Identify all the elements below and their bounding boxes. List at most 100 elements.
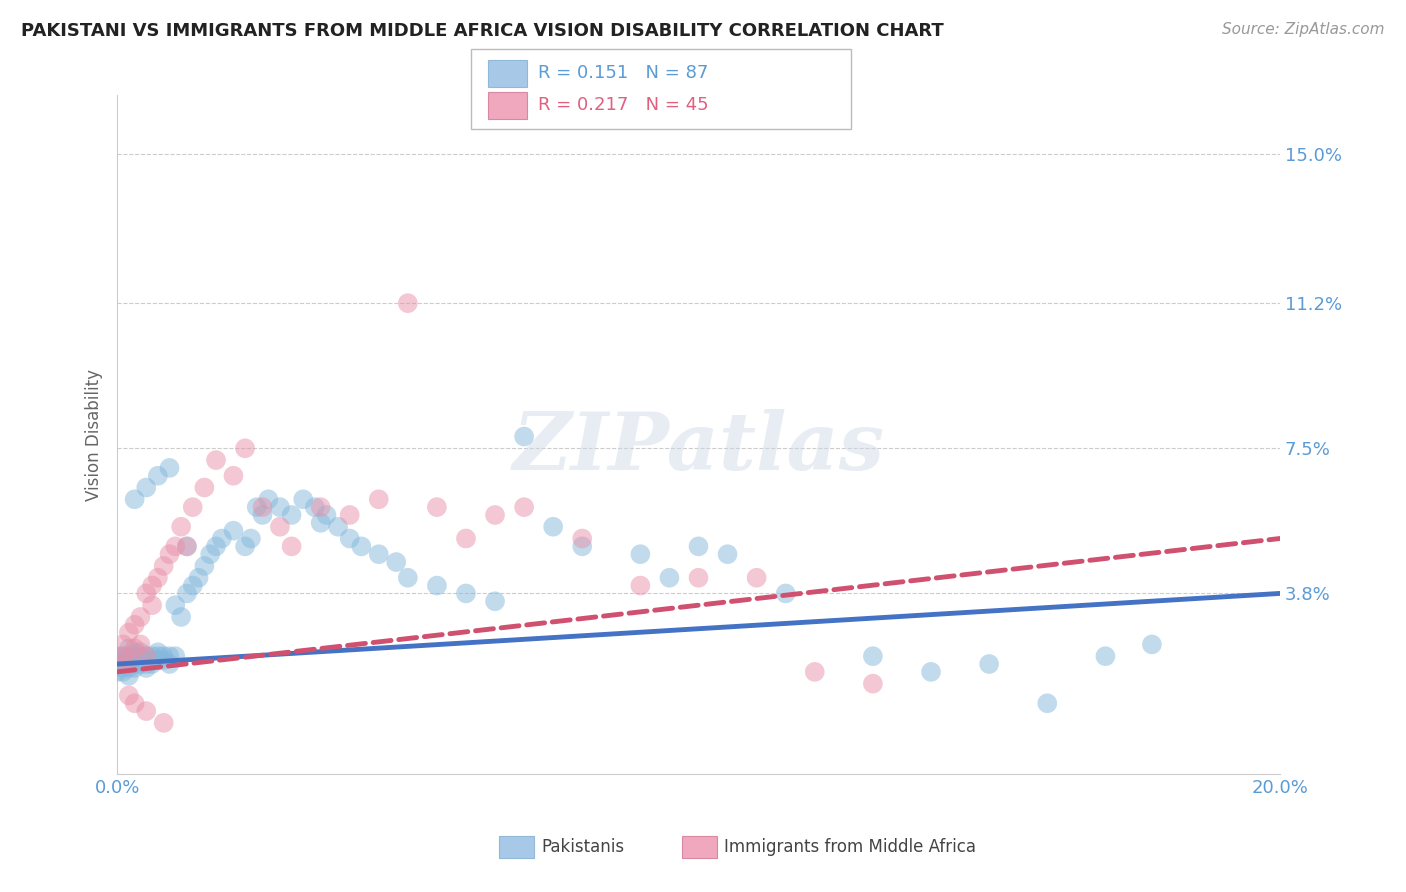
Point (124, 657, 146, 671)
Point (124, 617, 146, 632)
Point (176, 540, 198, 554)
Point (135, 649, 157, 664)
Point (775, 586, 797, 600)
Point (280, 540, 302, 554)
Point (252, 508, 274, 522)
Point (326, 520, 349, 534)
Text: Pakistanis: Pakistanis (541, 838, 624, 856)
Point (350, 540, 373, 554)
Point (129, 649, 152, 664)
Point (181, 578, 204, 592)
Point (135, 704, 157, 718)
Point (339, 508, 361, 522)
Point (170, 610, 193, 624)
Point (105, 665, 128, 679)
Point (280, 508, 302, 522)
Point (118, 641, 141, 656)
Point (135, 661, 157, 675)
Point (159, 461, 181, 475)
Point (105, 657, 128, 671)
Point (367, 492, 389, 507)
Point (124, 653, 146, 667)
Text: ZIPatlas: ZIPatlas (512, 409, 884, 487)
Point (541, 520, 564, 534)
Point (484, 508, 506, 522)
Point (252, 500, 274, 515)
Point (129, 637, 152, 651)
Point (979, 657, 1001, 671)
Point (118, 657, 141, 671)
Point (193, 481, 215, 495)
Point (745, 571, 768, 585)
Point (239, 532, 262, 546)
Point (152, 649, 174, 664)
Point (124, 661, 146, 675)
Point (628, 578, 651, 592)
Point (176, 586, 198, 600)
Text: Source: ZipAtlas.com: Source: ZipAtlas.com (1222, 22, 1385, 37)
Text: PAKISTANI VS IMMIGRANTS FROM MIDDLE AFRICA VISION DISABILITY CORRELATION CHART: PAKISTANI VS IMMIGRANTS FROM MIDDLE AFRI… (21, 22, 943, 40)
Point (454, 532, 477, 546)
Point (159, 657, 181, 671)
Point (135, 586, 157, 600)
Point (862, 676, 884, 690)
Point (269, 500, 291, 515)
Point (124, 645, 146, 659)
Point (159, 547, 181, 561)
Point (304, 500, 326, 515)
Point (111, 649, 134, 664)
Text: Immigrants from Middle Africa: Immigrants from Middle Africa (724, 838, 976, 856)
Point (367, 547, 389, 561)
Point (309, 516, 332, 530)
Point (124, 696, 146, 710)
Point (165, 598, 187, 612)
Point (222, 468, 245, 483)
Point (170, 520, 193, 534)
Point (513, 500, 536, 515)
Point (176, 540, 198, 554)
Point (111, 665, 134, 679)
Point (269, 520, 291, 534)
Point (124, 492, 146, 507)
Point (146, 645, 169, 659)
Point (165, 649, 187, 664)
Point (315, 508, 337, 522)
Point (118, 653, 141, 667)
Point (111, 657, 134, 671)
Point (152, 653, 174, 667)
Point (426, 500, 449, 515)
Point (118, 689, 141, 703)
Point (1094, 649, 1116, 664)
Point (426, 578, 449, 592)
Point (688, 571, 710, 585)
Point (257, 492, 280, 507)
Point (193, 558, 215, 573)
Text: R = 0.217   N = 45: R = 0.217 N = 45 (538, 96, 709, 114)
Point (339, 532, 361, 546)
Point (141, 649, 163, 664)
Point (135, 657, 157, 671)
Point (688, 540, 710, 554)
Point (129, 653, 152, 667)
Text: R = 0.151   N = 87: R = 0.151 N = 87 (538, 64, 709, 82)
Point (146, 571, 169, 585)
Point (292, 492, 315, 507)
Point (135, 481, 157, 495)
Point (222, 524, 245, 538)
Point (118, 625, 141, 640)
Point (803, 665, 825, 679)
Point (513, 429, 536, 443)
Point (141, 598, 163, 612)
Point (454, 586, 477, 600)
Point (211, 532, 233, 546)
Point (385, 555, 408, 569)
Point (716, 547, 738, 561)
Point (141, 657, 163, 671)
Point (658, 571, 681, 585)
Point (111, 649, 134, 664)
Point (862, 649, 884, 664)
Point (124, 641, 146, 656)
Point (111, 653, 134, 667)
Point (396, 571, 419, 585)
Point (118, 653, 141, 667)
